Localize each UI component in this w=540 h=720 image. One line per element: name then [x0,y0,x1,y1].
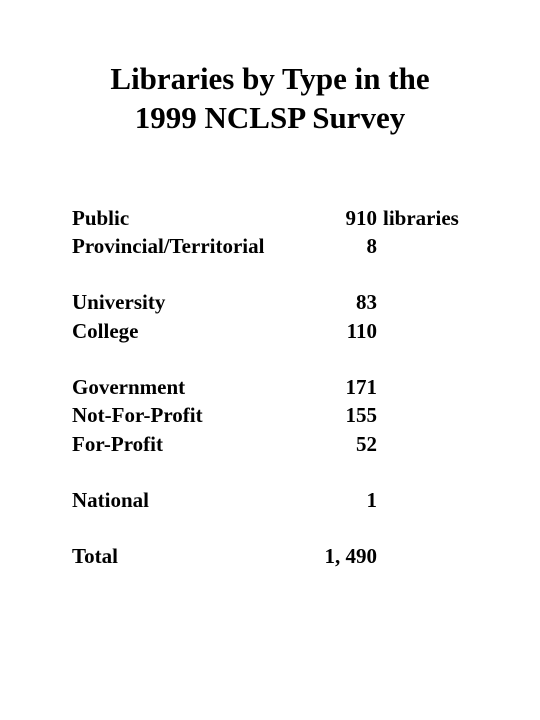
row-value: 171 [322,373,377,401]
table-row: Total1, 490 [72,542,468,570]
row-label: Not-For-Profit [72,401,322,429]
row-value: 910 [322,204,377,232]
library-table: Public910librariesProvincial/Territorial… [72,204,468,571]
row-label: Public [72,204,322,232]
table-row: National1 [72,486,468,514]
table-row: Not-For-Profit155 [72,401,468,429]
row-label: Provincial/Territorial [72,232,322,260]
row-label: Government [72,373,322,401]
title-line-1: Libraries by Type in the [110,61,429,96]
table-row: Government171 [72,373,468,401]
row-value: 155 [322,401,377,429]
row-label: National [72,486,322,514]
row-value: 1 [322,486,377,514]
group-gap [72,458,468,486]
page: Libraries by Type in the 1999 NCLSP Surv… [0,0,540,571]
row-value: 83 [322,288,377,316]
page-title: Libraries by Type in the 1999 NCLSP Surv… [72,60,468,138]
group-gap [72,260,468,288]
row-value: 8 [322,232,377,260]
table-row: Public910libraries [72,204,468,232]
row-label: College [72,317,322,345]
row-label: For-Profit [72,430,322,458]
row-suffix: libraries [377,204,459,232]
row-value: 110 [322,317,377,345]
table-row: College110 [72,317,468,345]
group-gap [72,345,468,373]
row-label: University [72,288,322,316]
row-value: 1, 490 [322,542,377,570]
table-row: University83 [72,288,468,316]
table-row: For-Profit52 [72,430,468,458]
row-value: 52 [322,430,377,458]
group-gap [72,514,468,542]
title-line-2: 1999 NCLSP Survey [135,100,405,135]
table-row: Provincial/Territorial8 [72,232,468,260]
row-label: Total [72,542,322,570]
